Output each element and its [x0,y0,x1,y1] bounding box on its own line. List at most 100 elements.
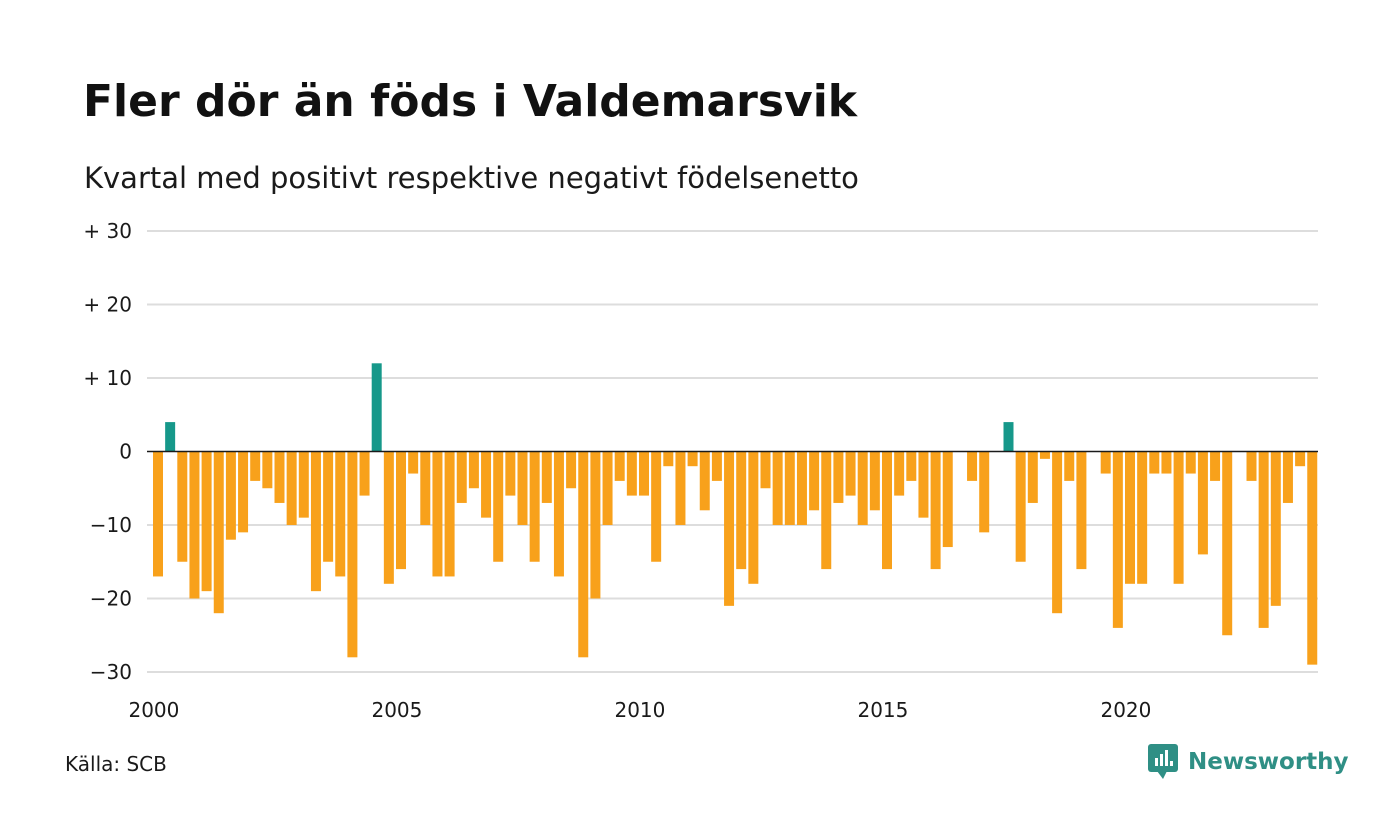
y-axis-labels: + 30 + 20 + 10 0 −10 −20 −30 [83,219,132,684]
bar-2016-q1 [930,451,941,570]
bar-2001-q3 [225,451,236,540]
bar-2022-q3 [1246,451,1257,481]
bar-2003-q2 [310,451,321,592]
bar-2002-q4 [286,451,297,525]
bar-2000-q2 [165,422,176,452]
bar-2014-q1 [833,451,844,503]
bar-2019-q3 [1100,451,1111,474]
bar-2023-q1 [1270,451,1281,606]
bar-2004-q1 [347,451,358,658]
bar-2015-q2 [894,451,905,496]
bar-2015-q4 [918,451,929,518]
chart-subtitle: Kvartal med positivt respektive negativt… [84,161,859,195]
bar-2023-q2 [1282,451,1293,503]
y-tick-label: + 10 [83,366,132,390]
bar-2005-q4 [432,451,443,577]
bar-2011-q4 [724,451,735,606]
bar-2000-q3 [177,451,188,562]
bar-2008-q1 [541,451,552,503]
bar-2011-q1 [687,451,698,467]
bar-2007-q4 [529,451,540,562]
bar-2020-q4 [1161,451,1172,474]
bar-chart: + 30+ 20+ 100−10−20−30 2000 2005 2010 2015 2… [83,219,1318,722]
bar-2016-q2 [942,451,953,548]
bar-2021-q1 [1173,451,1184,584]
bar-2011-q2 [699,451,710,511]
y-tick-label: + 20 [83,293,132,317]
y-tick-label: 0 [119,440,132,464]
bar-2008-q2 [553,451,564,577]
bar-2012-q4 [772,451,783,525]
bar-2009-q4 [626,451,637,496]
bar-2002-q1 [250,451,261,481]
bar-2009-q2 [602,451,613,525]
x-tick-label: 2020 [1100,698,1151,722]
bar-2005-q1 [396,451,406,570]
x-tick-label: 2010 [614,698,665,722]
bar-2010-q4 [675,451,686,525]
bar-2019-q4 [1112,451,1123,628]
bar-2014-q3 [857,451,868,525]
bar-2001-q2 [213,451,224,614]
bar-2010-q1 [639,451,649,496]
bar-2003-q4 [335,451,346,577]
brand-logo[interactable]: Newsworthy [1148,744,1349,780]
bar-2021-q2 [1185,451,1196,474]
y-tick-label: −20 [90,587,132,611]
bar-2018-q4 [1064,451,1075,481]
bar-2000-q4 [189,451,200,599]
bar-2013-q4 [821,451,832,570]
bar-chart-speech-bubble-icon [1148,744,1178,779]
bar-2000-q1 [153,451,163,577]
bar-2014-q2 [845,451,856,496]
bar-2006-q1 [444,451,455,577]
bar-2013-q1 [784,451,795,525]
bar-2007-q2 [505,451,516,496]
bar-2022-q1 [1222,451,1233,636]
bar-2020-q1 [1125,451,1135,584]
y-tick-label: −10 [90,513,132,537]
bar-2023-q3 [1295,451,1306,467]
bar-2012-q2 [748,451,759,584]
x-axis-labels: 2000 2005 2010 2015 2020 [128,698,1151,722]
bar-2018-q2 [1039,451,1050,459]
bar-2012-q3 [760,451,771,489]
bar-2013-q2 [796,451,807,525]
bar-2010-q3 [663,451,674,467]
bar-2008-q3 [566,451,577,489]
brand-name: Newsworthy [1188,749,1349,775]
bar-2017-q3 [1003,422,1014,452]
bar-2006-q4 [481,451,492,518]
x-tick-label: 2005 [371,698,422,722]
bar-2017-q1 [979,451,990,533]
x-tick-label: 2000 [128,698,179,722]
bar-2002-q3 [274,451,285,503]
bar-2002-q2 [262,451,273,489]
bar-2010-q2 [651,451,662,562]
bar-2004-q2 [359,451,370,496]
bar-2007-q1 [493,451,504,562]
bar-2016-q4 [967,451,978,481]
bar-2005-q2 [408,451,419,474]
y-tick-label: + 30 [83,219,132,243]
bar-2009-q1 [590,451,601,599]
bars [153,363,1318,665]
bar-2020-q2 [1137,451,1148,584]
bar-2003-q3 [323,451,334,562]
bar-2003-q1 [298,451,309,518]
bar-2005-q3 [420,451,431,525]
bar-2013-q3 [809,451,820,511]
y-tick-label: −30 [90,660,132,684]
bar-2011-q3 [711,451,722,481]
bar-2015-q1 [882,451,892,570]
bar-2021-q3 [1197,451,1208,555]
bar-2007-q3 [517,451,528,525]
bar-2018-q3 [1052,451,1063,614]
x-tick-label: 2015 [857,698,908,722]
bar-2019-q1 [1076,451,1087,570]
chart-title: Fler dör än föds i Valdemarsvik [83,76,858,127]
bar-2012-q1 [736,451,747,570]
bar-2004-q4 [383,451,394,584]
bar-2017-q4 [1015,451,1026,562]
bar-2006-q2 [456,451,467,503]
